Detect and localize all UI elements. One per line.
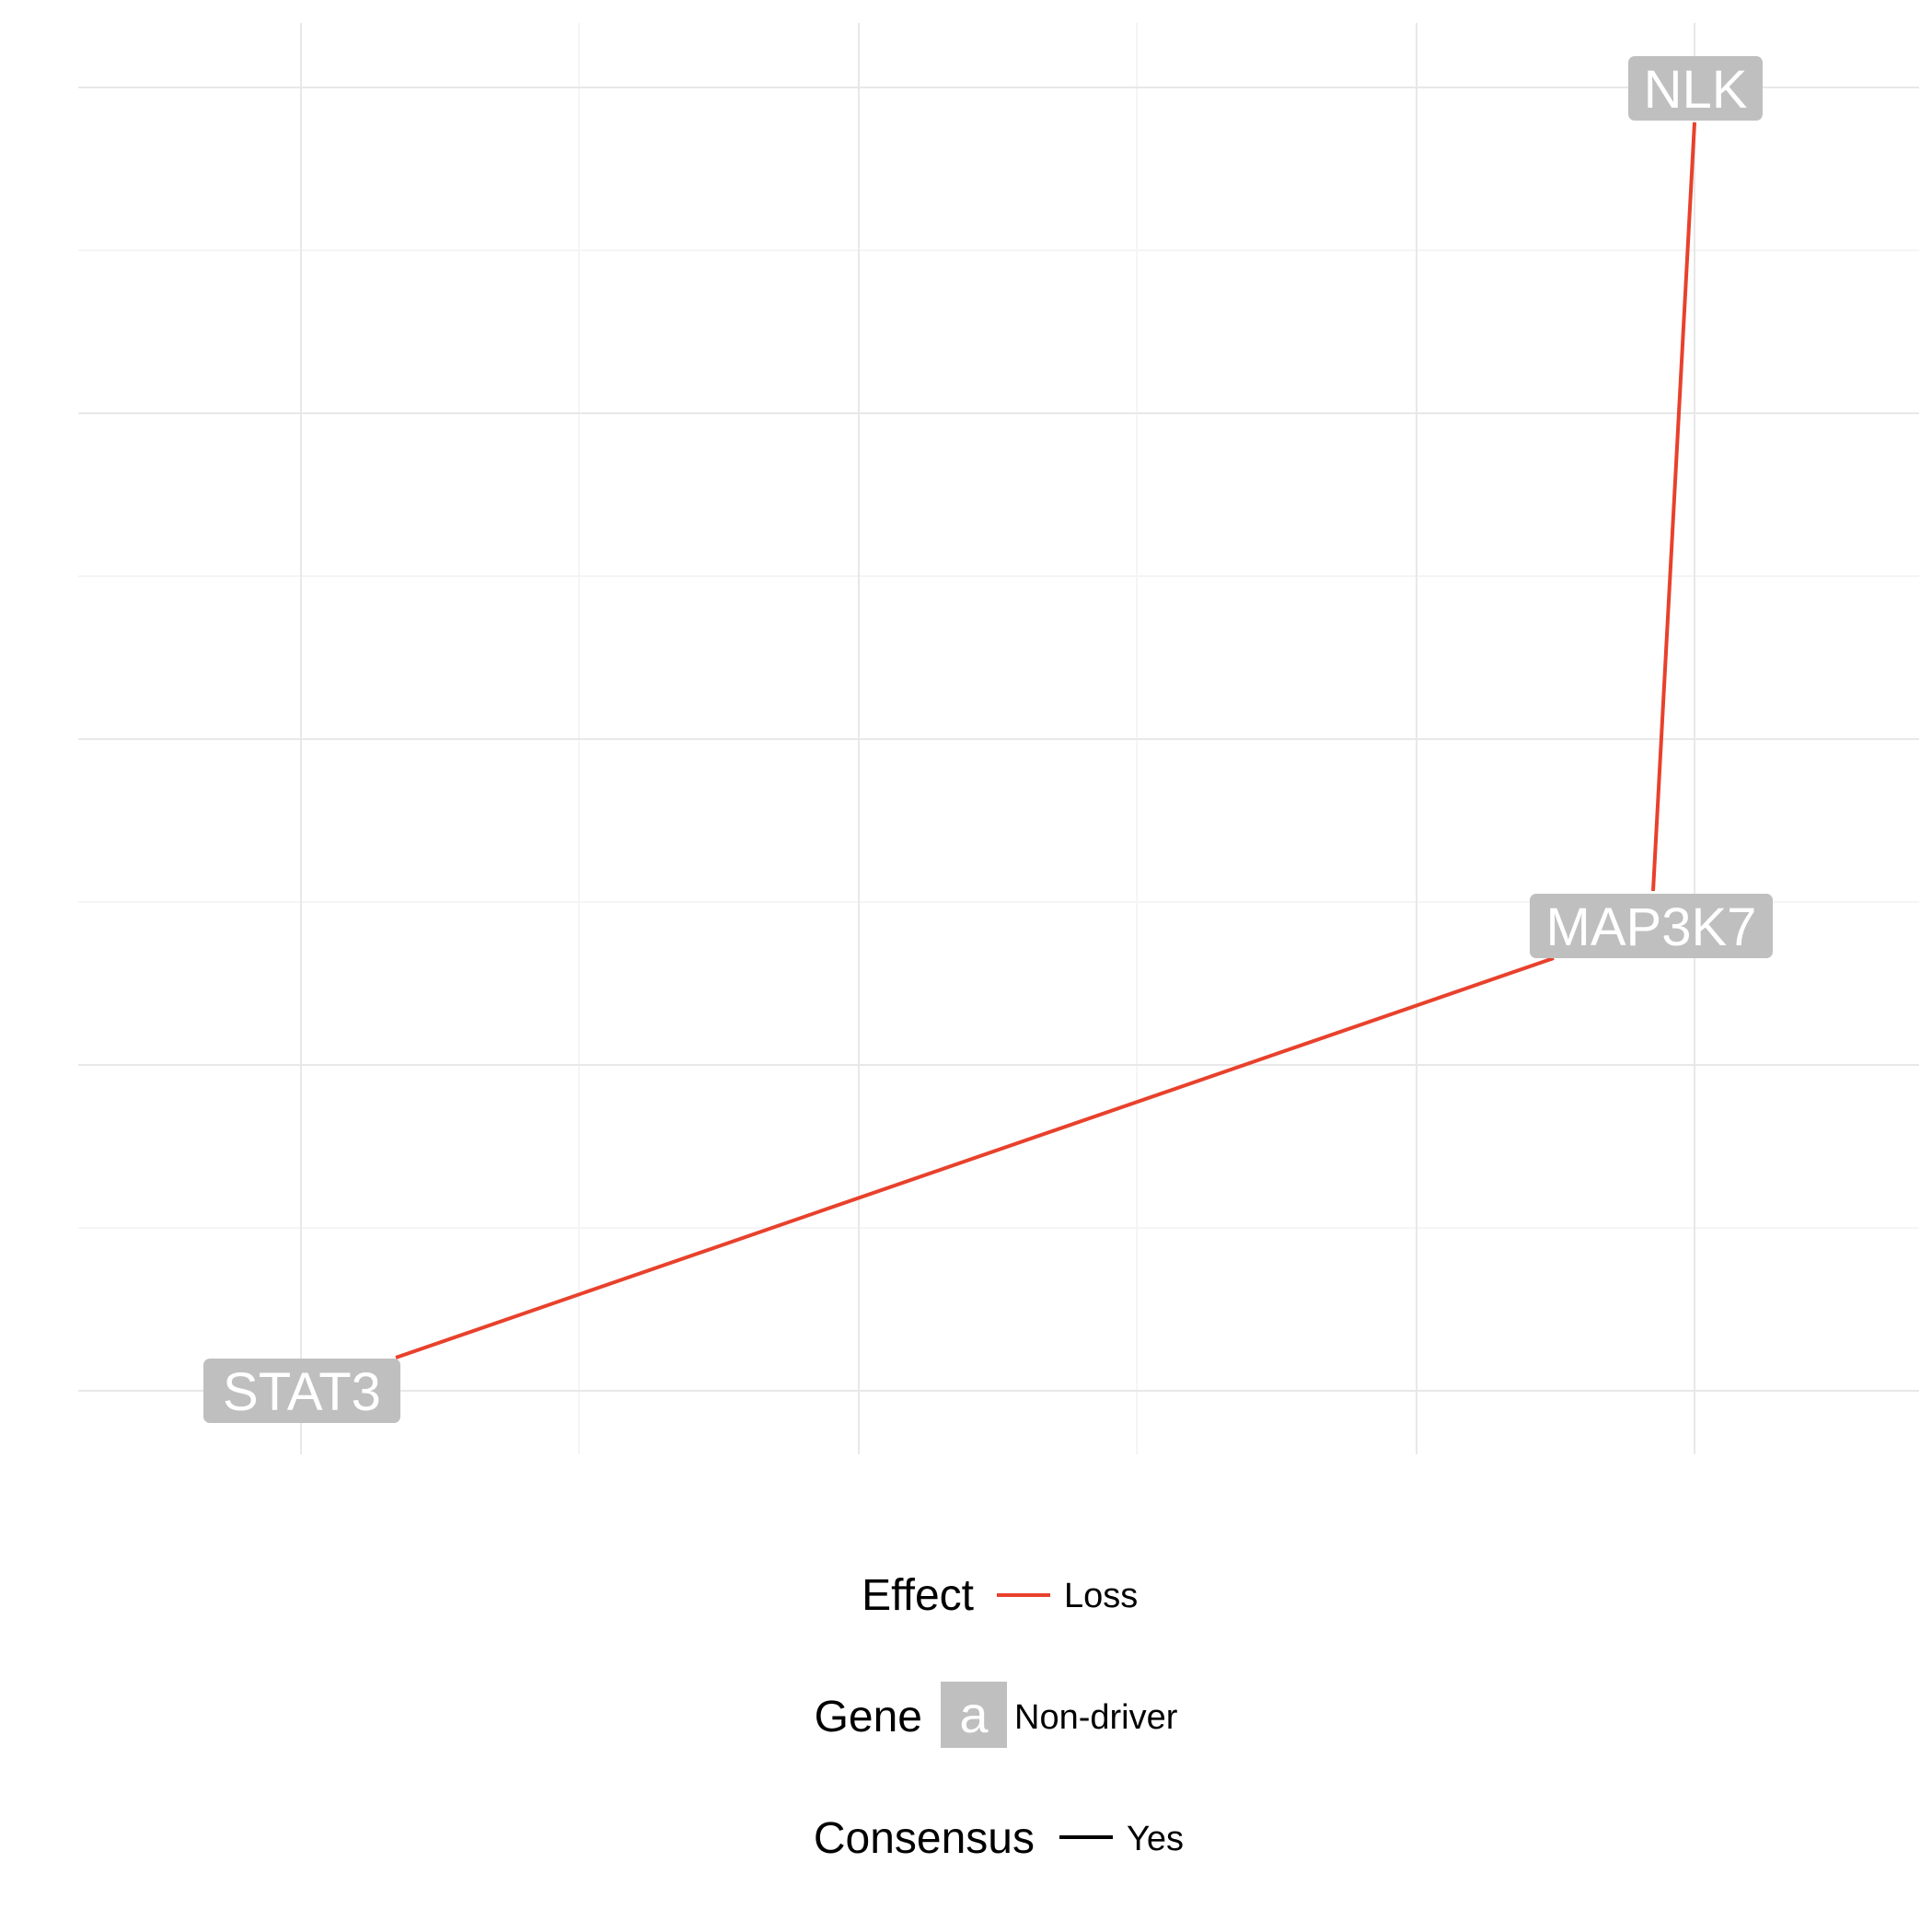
node-box xyxy=(1530,894,1773,958)
node-map3k7[interactable]: MAP3K7 xyxy=(1530,894,1773,958)
node-box xyxy=(203,1359,400,1423)
legend-effect-label: Loss xyxy=(1064,1577,1138,1615)
edges xyxy=(395,121,1696,1359)
legend-gene-title: Gene xyxy=(815,1693,922,1741)
legend-consensus-label: Yes xyxy=(1127,1820,1184,1858)
legend-effect: Effect Loss xyxy=(862,1571,1138,1620)
legend-gene: Gene a Non-driver xyxy=(815,1682,1178,1748)
grid xyxy=(78,23,1919,1454)
legend-gene-key-glyph: a xyxy=(959,1685,989,1743)
node-label: STAT3 xyxy=(223,1362,381,1422)
node-box xyxy=(1628,56,1763,121)
node-label: NLK xyxy=(1644,60,1748,120)
legend: Effect Loss Gene a Non-driver Consensus … xyxy=(814,1571,1184,1863)
legend-consensus: Consensus Yes xyxy=(814,1814,1184,1863)
nodes: NLK MAP3K7 STAT3 xyxy=(203,56,1773,1423)
legend-consensus-title: Consensus xyxy=(814,1814,1035,1863)
edge-map3k7-nlk xyxy=(1651,121,1696,892)
edge-stat3-map3k7 xyxy=(395,956,1555,1359)
node-label: MAP3K7 xyxy=(1546,897,1757,957)
node-nlk[interactable]: NLK xyxy=(1628,56,1763,121)
node-stat3[interactable]: STAT3 xyxy=(203,1359,400,1423)
legend-gene-label: Non-driver xyxy=(1014,1698,1178,1737)
legend-gene-key-box xyxy=(941,1682,1007,1748)
legend-effect-title: Effect xyxy=(862,1571,974,1620)
